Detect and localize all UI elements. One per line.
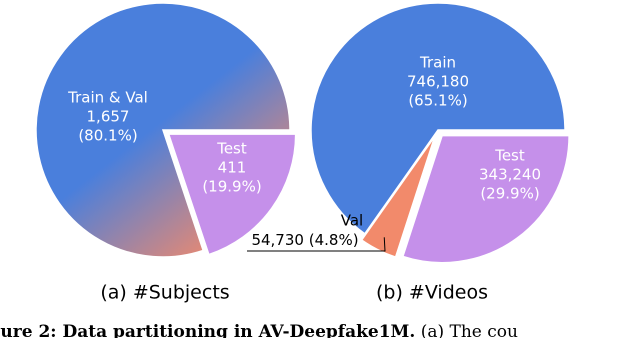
slice-percent: (19.9%) — [202, 178, 261, 196]
caption-label: Figure 2: Data partitioning in AV-Deepfa… — [0, 322, 415, 338]
slice-name: Test — [216, 140, 247, 158]
pie-slice — [401, 134, 570, 264]
figure-caption: Figure 2: Data partitioning in AV-Deepfa… — [0, 322, 518, 338]
slice-percent: (4.8%) — [309, 231, 359, 249]
pie-slice — [35, 2, 291, 258]
pie-slice — [310, 2, 566, 235]
slice-name: Val — [341, 212, 363, 230]
slice-name: Train & Val — [67, 89, 148, 107]
slice-name: Test — [494, 147, 525, 165]
slice-percent: (65.1%) — [408, 92, 467, 110]
slice-value: 1,657 — [87, 108, 130, 126]
leader-line — [247, 237, 386, 252]
slice-value: 54,730 — [251, 231, 304, 249]
pie-title: (a) #Subjects — [100, 282, 229, 304]
slice-value: 343,240 — [479, 166, 541, 184]
slice-percent: (29.9%) — [480, 185, 539, 203]
pie-title: (b) #Videos — [376, 282, 488, 304]
slice-percent: (80.1%) — [78, 127, 137, 145]
slice-name: Train — [419, 54, 456, 72]
slice-value: 746,180 — [407, 73, 469, 91]
slice-value: 54,730 (4.8%) — [251, 231, 358, 249]
caption-text: (a) The cou — [421, 322, 518, 338]
pie-slice — [167, 133, 297, 256]
pie-slice — [360, 135, 436, 258]
slice-value: 411 — [218, 159, 247, 177]
